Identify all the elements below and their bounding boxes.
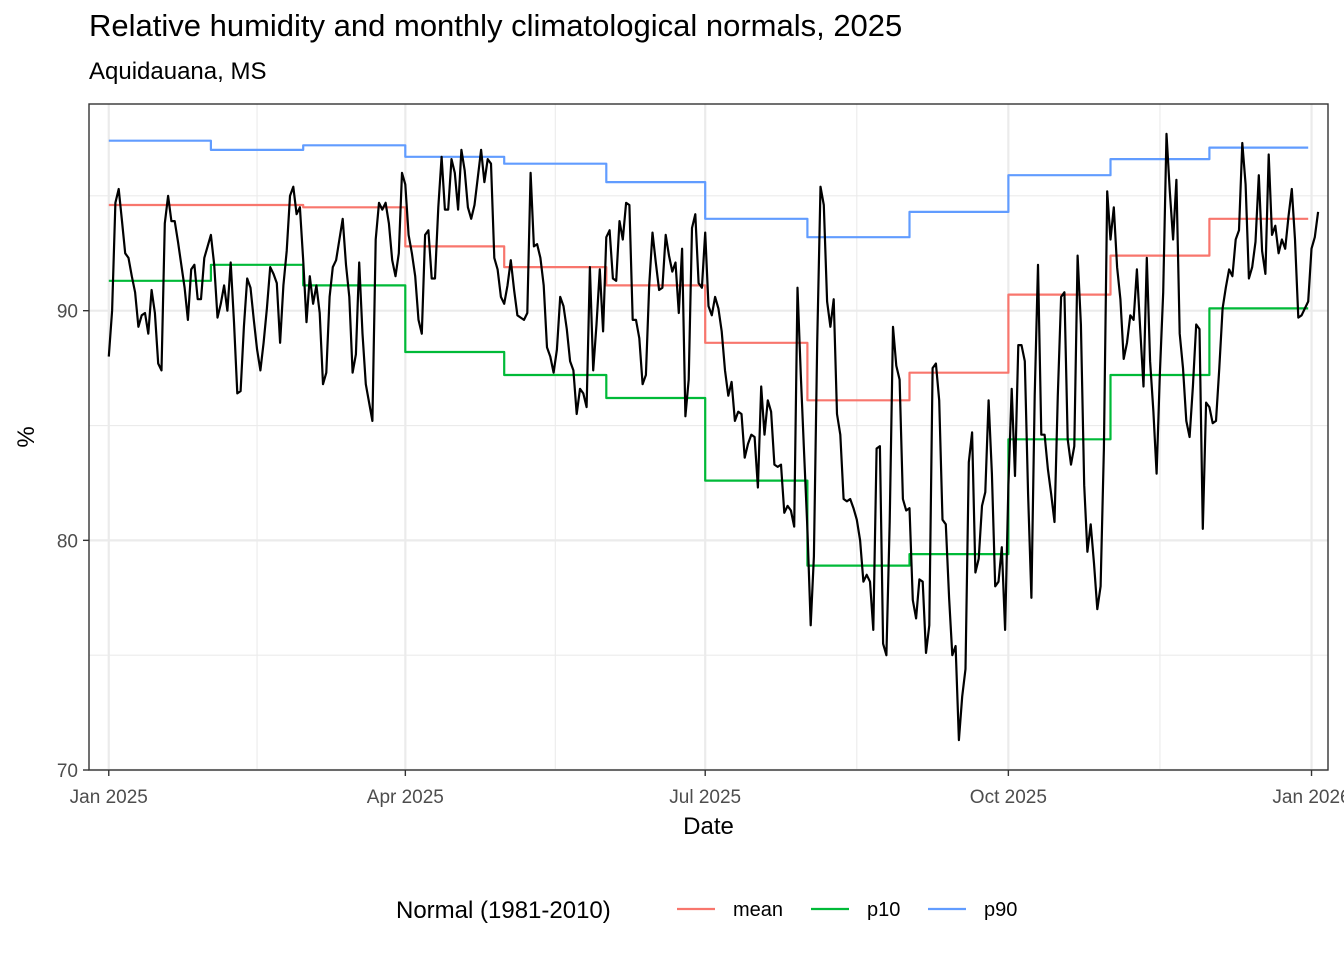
x-tick-label: Jan 2026	[1272, 787, 1344, 808]
y-axis-title: %	[13, 426, 40, 447]
y-tick-label: 90	[57, 302, 78, 323]
x-tick-label: Oct 2025	[970, 787, 1047, 808]
observed-layer	[107, 132, 1320, 742]
series-line-p10	[108, 263, 1309, 567]
chart-subtitle: Aquidauana, MS	[89, 58, 267, 85]
chart-title: Relative humidity and monthly climatolog…	[89, 8, 903, 43]
series-layer	[108, 139, 1309, 567]
legend-label-p90: p90	[984, 899, 1017, 921]
x-axis-title: Date	[683, 813, 734, 840]
x-tick-label: Apr 2025	[367, 787, 444, 808]
y-tick-label: 80	[57, 531, 78, 552]
x-tick-label: Jul 2025	[669, 787, 741, 808]
series-line-mean	[108, 203, 1309, 402]
legend-title: Normal (1981-2010)	[396, 897, 611, 924]
x-tick-label: Jan 2025	[70, 787, 148, 808]
y-tick-label: 70	[57, 761, 78, 782]
legend-label-mean: mean	[733, 899, 783, 921]
series-line-p90	[108, 139, 1309, 239]
plot-panel	[89, 104, 1328, 770]
legend-label-p10: p10	[867, 899, 900, 921]
observed-humidity-line	[107, 132, 1320, 742]
axes: 70 80 90 Jan 2025 Apr 2025 Jul 2025 Oct 2025 Ja…	[57, 302, 1344, 808]
plot-panel-border	[88, 103, 1329, 771]
legend: Normal (1981-2010) mean p10 p90	[396, 897, 1017, 924]
